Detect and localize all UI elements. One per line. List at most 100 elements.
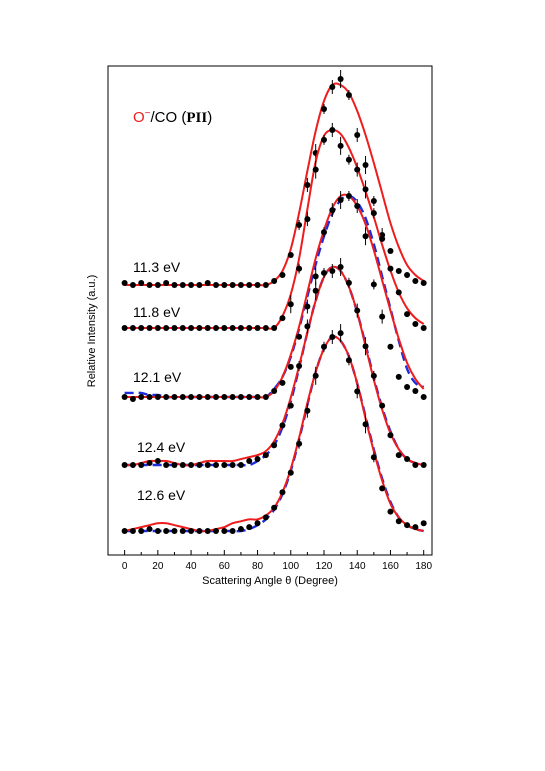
x-tick-label: 20 [152, 561, 164, 572]
data-point [213, 462, 219, 468]
data-point [146, 282, 153, 288]
data-point [262, 325, 269, 331]
data-point [254, 394, 261, 400]
data-point [354, 203, 361, 210]
data-point [229, 528, 236, 534]
data-point [229, 394, 236, 400]
data-point [229, 462, 236, 468]
data-point [271, 504, 278, 511]
data-point [420, 462, 427, 468]
data-point [420, 520, 427, 527]
x-tick-label: 180 [415, 561, 432, 572]
data-point [246, 325, 253, 331]
data-point [121, 394, 128, 400]
data-point [237, 526, 244, 533]
x-tick-label: 80 [252, 561, 264, 572]
data-point [345, 156, 352, 163]
data-point [262, 514, 269, 521]
data-point [154, 458, 161, 465]
data-point [146, 460, 153, 467]
data-point [237, 462, 244, 468]
data-point [304, 182, 311, 188]
data-point [204, 325, 211, 331]
data-point [304, 407, 311, 414]
data-point [345, 92, 352, 98]
data-point [321, 269, 327, 276]
data-point [121, 462, 128, 468]
data-point [204, 394, 211, 400]
data-point [354, 132, 361, 138]
data-point [420, 280, 427, 286]
alt-fit-line [124, 265, 424, 467]
data-point [179, 528, 186, 534]
data-point [412, 387, 419, 394]
data-point [379, 485, 386, 492]
data-point [196, 394, 203, 400]
data-point [404, 311, 411, 318]
data-point [121, 325, 128, 331]
data-point [129, 396, 136, 403]
data-point [412, 462, 419, 468]
data-point [370, 281, 377, 288]
data-point [196, 462, 203, 468]
data-point [370, 198, 377, 204]
data-point [404, 522, 411, 529]
data-point [163, 462, 170, 468]
x-tick-label: 140 [349, 561, 366, 572]
data-point [163, 528, 170, 534]
data-point [287, 469, 294, 476]
data-point [395, 518, 402, 525]
x-axis-title: Scattering Angle θ (Degree) [202, 575, 338, 587]
data-point [138, 325, 145, 331]
data-point [188, 528, 195, 534]
data-point [312, 372, 319, 379]
data-point [387, 508, 394, 515]
data-point [179, 394, 186, 400]
data-point [321, 229, 327, 236]
data-point [412, 321, 419, 328]
data-point [362, 233, 369, 240]
data-point [395, 452, 402, 459]
data-point [271, 325, 278, 331]
series-12.4-ev [121, 258, 427, 468]
title-state: PII [186, 110, 207, 126]
data-point [345, 193, 352, 199]
data-point [296, 363, 303, 369]
data-point [354, 166, 361, 173]
data-point [254, 282, 261, 288]
series-labels: 11.3 eV 11.8 eV 12.1 eV 12.4 eV 12.6 eV [133, 259, 186, 503]
series-11.3-ev [121, 70, 427, 288]
data-point [387, 265, 394, 272]
data-point [254, 325, 261, 331]
data-point [171, 282, 178, 288]
data-point [163, 280, 170, 286]
curves-layer [121, 70, 427, 534]
data-point [254, 520, 261, 527]
x-tick-label: 60 [219, 561, 231, 572]
data-point [354, 388, 361, 395]
data-point [412, 278, 419, 284]
data-point [188, 325, 195, 331]
fit-line [124, 265, 424, 467]
series-11.8-ev [121, 123, 427, 331]
data-point [171, 528, 178, 534]
y-axis-title: Relative Intensity (a.u.) [86, 275, 98, 388]
data-point [129, 462, 136, 468]
chart-title: O−/CO (PII) [133, 108, 212, 126]
data-point [213, 394, 219, 400]
data-point [279, 315, 286, 322]
series-label: 12.1 eV [133, 369, 182, 385]
data-point [370, 454, 377, 461]
data-point [204, 528, 211, 534]
data-point [271, 278, 278, 284]
data-point [312, 287, 319, 294]
data-point [362, 186, 369, 193]
data-point [213, 325, 219, 331]
data-point [337, 264, 344, 270]
data-point [221, 528, 228, 534]
data-point [321, 343, 327, 350]
data-point [171, 462, 178, 468]
data-point [404, 456, 411, 463]
data-point [304, 303, 311, 310]
series-label: 11.8 eV [133, 304, 181, 320]
